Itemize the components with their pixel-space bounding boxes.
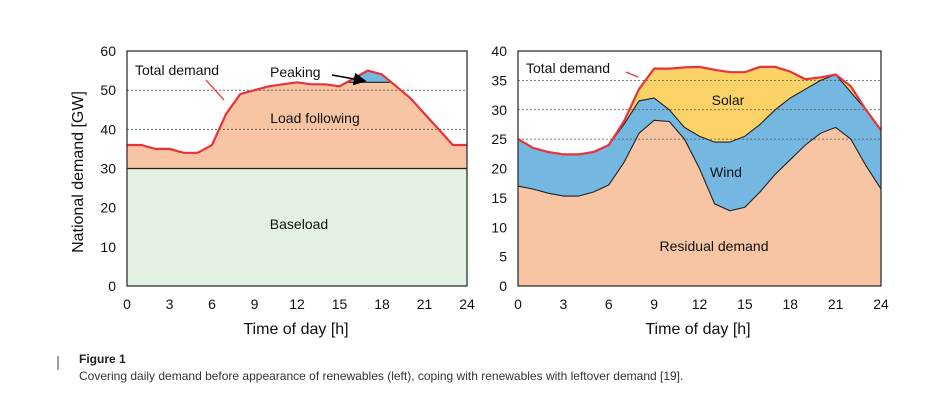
right-y-tick-label: 10	[491, 219, 507, 235]
wind-label: Wind	[710, 164, 742, 180]
left-x-tick-label: 3	[166, 296, 174, 312]
load-following-area	[127, 70, 467, 169]
left-y-tick-label: 60	[100, 43, 116, 59]
right-total-demand-pointer	[625, 71, 639, 78]
total-demand-line	[127, 69, 467, 154]
baseload-area	[127, 168, 467, 286]
load-following-label: Load following	[270, 110, 360, 126]
residual-demand-line	[517, 119, 882, 212]
right-y-ticks: 0 5 10 15 20 25 30 35 40	[491, 43, 507, 294]
left-x-tick-label: 9	[251, 296, 259, 312]
right-x-tick-label: 24	[873, 296, 889, 312]
wind-area	[518, 74, 881, 211]
right-x-ticks: 0 3 6 9 12 15 18 21 24	[514, 296, 889, 312]
right-y-tick-label: 35	[491, 72, 507, 88]
right-x-tick-label: 21	[828, 296, 844, 312]
right-y-tick-label: 15	[491, 190, 507, 206]
left-y-tick-label: 40	[100, 121, 116, 137]
right-y-tick-label: 25	[491, 131, 507, 147]
right-y-tick-label: 20	[491, 161, 507, 177]
left-x-tick-label: 15	[332, 296, 348, 312]
right-y-tick-label: 40	[491, 43, 507, 59]
left-total-demand-pointer	[205, 79, 225, 101]
left-x-tick-label: 18	[374, 296, 390, 312]
right-chart: 0 5 10 15 20 25 30 35 40 0 3 6 9 12 15 18 21 24 Time of …	[491, 43, 889, 338]
figure-caption: Covering daily demand before appearance …	[79, 369, 684, 383]
left-y-tick-label: 10	[100, 239, 116, 255]
right-x-tick-label: 15	[737, 296, 753, 312]
right-total-demand-label: Total demand	[526, 60, 610, 76]
left-gridlines	[127, 89, 467, 130]
left-y-tick-label: 20	[100, 200, 116, 216]
left-x-tick-label: 0	[123, 296, 131, 312]
left-x-ticks: 0 3 6 9 12 15 18 21 24	[123, 296, 475, 312]
right-x-tick-label: 18	[782, 296, 798, 312]
left-chart: 0 10 20 30 40 50 60 0 3 6 9 12 15 18 21 24 National de…	[70, 43, 475, 338]
left-total-demand-label: Total demand	[135, 62, 219, 78]
left-x-tick-label: 21	[417, 296, 433, 312]
left-y-tick-label: 50	[100, 82, 116, 98]
peaking-arrow	[331, 72, 367, 86]
residual-demand-area	[518, 120, 881, 286]
right-plot-frame	[517, 50, 882, 287]
right-x-tick-label: 6	[605, 296, 613, 312]
caption-accent-bar	[57, 356, 59, 370]
baseload-label: Baseload	[270, 216, 328, 232]
right-total-demand-line	[517, 65, 882, 156]
solar-label: Solar	[712, 92, 745, 108]
left-y-axis-label: National demand [GW]	[70, 91, 87, 253]
right-y-tick-label: 5	[499, 249, 507, 265]
figure-title: Figure 1	[79, 352, 126, 366]
right-x-tick-label: 9	[650, 296, 658, 312]
left-y-tick-label: 0	[108, 278, 116, 294]
peaking-label: Peaking	[270, 64, 321, 80]
right-x-tick-label: 12	[692, 296, 708, 312]
residual-demand-label: Residual demand	[660, 238, 769, 254]
right-y-tick-label: 30	[491, 102, 507, 118]
right-x-axis-label: Time of day [h]	[645, 321, 750, 338]
solar-area	[518, 66, 881, 155]
left-x-tick-label: 12	[289, 296, 305, 312]
right-x-tick-label: 0	[514, 296, 522, 312]
right-y-tick-label: 0	[499, 278, 507, 294]
left-plot-frame	[126, 50, 468, 287]
left-x-tick-label: 6	[208, 296, 216, 312]
right-x-tick-label: 3	[559, 296, 567, 312]
left-x-axis-label: Time of day [h]	[243, 321, 348, 338]
left-y-ticks: 0 10 20 30 40 50 60	[100, 43, 116, 294]
left-y-tick-label: 30	[100, 161, 116, 177]
right-gridlines	[518, 79, 881, 140]
left-x-tick-label: 24	[459, 296, 475, 312]
